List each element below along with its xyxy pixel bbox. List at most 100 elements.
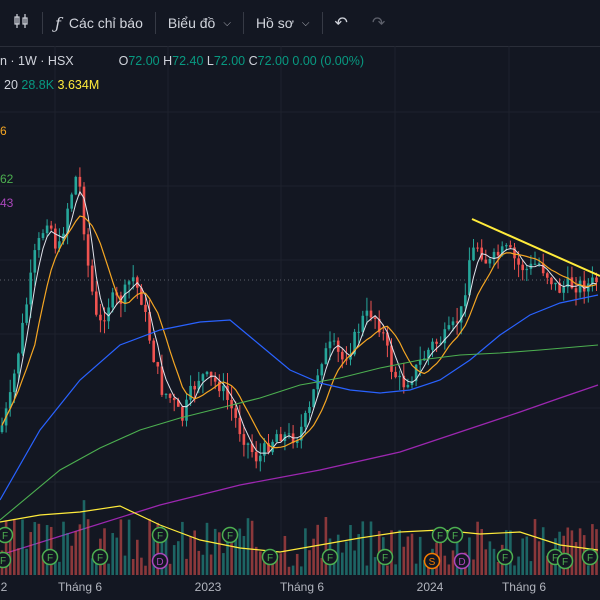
ma-green-value: 62 [0, 172, 14, 186]
high-label: H [163, 54, 173, 68]
candle-body [304, 412, 307, 427]
candle-body [369, 310, 373, 318]
candle-body [66, 208, 69, 234]
volume-bar [90, 558, 94, 575]
event-marker-label: F [0, 556, 6, 567]
candle-body [99, 314, 102, 321]
change-value: 0.00 (0.00%) [292, 54, 364, 68]
volume-bar [492, 548, 496, 575]
volume-bar [517, 556, 520, 575]
volume-bar [238, 528, 242, 575]
volume-bar [304, 528, 307, 575]
candle-body [308, 407, 311, 413]
volume-bar [29, 532, 32, 575]
event-marker-label: F [327, 553, 333, 564]
volume-bar [410, 533, 414, 575]
volume-bar [513, 565, 516, 575]
candle-body [103, 320, 106, 322]
volume-bar [226, 542, 229, 575]
volume-bar [546, 555, 549, 575]
event-marker-label: F [227, 531, 233, 542]
event-marker-label: D [156, 557, 163, 568]
indicators-button[interactable]: ƒ Các chỉ báo [43, 0, 155, 46]
candle-body [263, 443, 266, 456]
candle-body [537, 263, 541, 265]
volume-bar [283, 535, 287, 575]
toolbar-divider [42, 12, 43, 34]
candle-body [164, 393, 168, 395]
candle-body [295, 440, 299, 443]
event-marker [151, 552, 169, 570]
candle-body [464, 295, 467, 307]
candle-body [455, 321, 459, 323]
volume-bar [144, 565, 147, 575]
undo-icon: ↶ [334, 15, 348, 32]
volume-bar [234, 529, 237, 575]
candle-body [226, 385, 229, 400]
event-marker-label: F [452, 531, 458, 542]
candle-body [33, 250, 37, 273]
undo-button[interactable]: ↶ [323, 0, 360, 46]
volume-bar [349, 525, 352, 575]
volume-bar [484, 549, 488, 575]
event-marker [41, 548, 59, 566]
candle-body [250, 443, 254, 453]
candle-body [554, 282, 557, 285]
candle-body [25, 304, 28, 323]
candle-body [533, 263, 537, 265]
candle-body [234, 408, 237, 418]
candle-body [414, 364, 418, 382]
volume-bar [361, 521, 365, 575]
volume-bar [218, 532, 221, 575]
volume-bar [427, 564, 430, 575]
candle-body [95, 291, 98, 315]
low-value: 72.00 [213, 54, 246, 68]
volume-bar [25, 548, 28, 575]
candle-body [468, 260, 471, 296]
profile-menu-button[interactable]: Hồ sơ ⌵ [244, 0, 322, 46]
candle-body [275, 434, 278, 442]
profile-menu-label: Hồ sơ [255, 15, 294, 31]
volume-bar [8, 534, 12, 575]
volume-bar [295, 553, 299, 575]
volume-bar [291, 565, 295, 575]
volume-bar [17, 548, 20, 575]
candle-body [570, 277, 574, 289]
event-marker-label: F [2, 531, 8, 542]
volume-bar [230, 542, 233, 575]
candle-body [300, 426, 303, 441]
volume-bar [242, 536, 246, 575]
candle-body [377, 318, 381, 333]
volume-bar [443, 555, 447, 575]
volume-bar [259, 551, 262, 575]
volume-bar [316, 524, 319, 575]
volume-bar [246, 518, 250, 575]
candle-body [336, 340, 340, 352]
ma-orange-line [1, 215, 597, 449]
candle-body [267, 443, 270, 453]
volume-bar [70, 545, 73, 575]
volume-bar [74, 531, 78, 575]
volume-bar [550, 563, 553, 575]
volume-bar [168, 563, 172, 575]
x-axis-tick-label: Tháng 6 [502, 580, 546, 594]
candle-body [172, 397, 176, 401]
candle-body [595, 277, 598, 283]
chart-menu-button[interactable]: Biểu đồ ⌵ [156, 0, 243, 46]
candle-body [201, 374, 205, 381]
volume-bar [33, 522, 37, 575]
volume-bar [341, 552, 344, 575]
bar-style-button[interactable] [0, 0, 42, 46]
volume-bar [164, 535, 168, 575]
candle-body [90, 265, 94, 292]
volume-bar [357, 534, 360, 575]
candle-body [578, 280, 582, 293]
volume-period: 20 [4, 78, 18, 92]
candle-body [242, 434, 246, 445]
redo-button[interactable]: ↷ [360, 0, 397, 46]
volume-bar [439, 532, 442, 575]
volume-bar [488, 541, 492, 575]
candle-body [345, 359, 348, 361]
volume-bar [95, 558, 98, 575]
